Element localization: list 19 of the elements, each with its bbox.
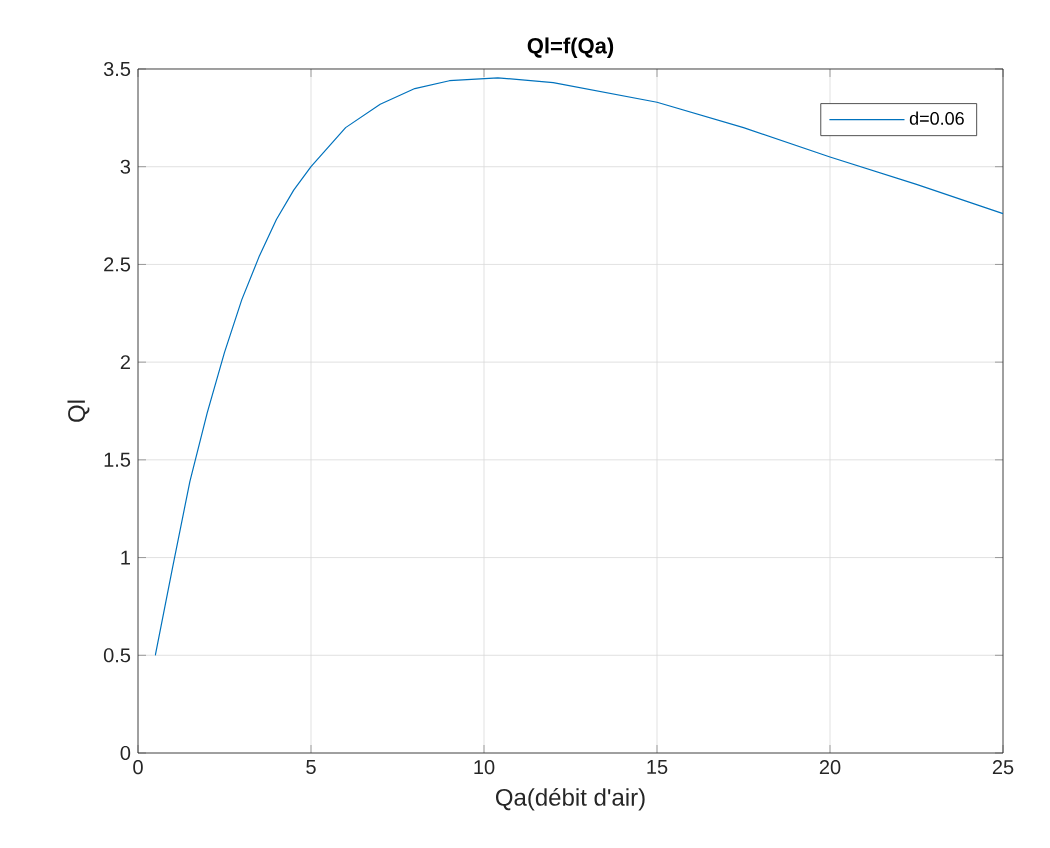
x-tick-label: 0: [133, 760, 143, 775]
y-tick-label: 0.5: [103, 648, 131, 663]
y-axis-title: Ql: [67, 400, 90, 422]
chart-title: Ql=f(Qa): [527, 37, 614, 58]
y-tick-label: 3: [120, 159, 131, 174]
y-tick-label: 2: [120, 355, 130, 370]
x-tick-label: 15: [647, 760, 668, 775]
x-tick-label: 10: [474, 760, 495, 775]
x-tick-label: 25: [992, 760, 1014, 775]
y-tick-label: 2.5: [104, 257, 131, 272]
x-tick-label: 5: [306, 760, 316, 775]
legend-label: d=0.06: [909, 111, 964, 125]
y-tick-label: 1.5: [104, 452, 131, 467]
y-tick-label: 1: [121, 550, 130, 565]
line-series: [154, 77, 1004, 656]
x-tick-label: 20: [819, 760, 841, 775]
y-tick-label: 0: [120, 745, 131, 761]
x-axis-title: Qa(débit d'air): [495, 787, 645, 811]
y-tick-label: 3.5: [103, 61, 131, 77]
